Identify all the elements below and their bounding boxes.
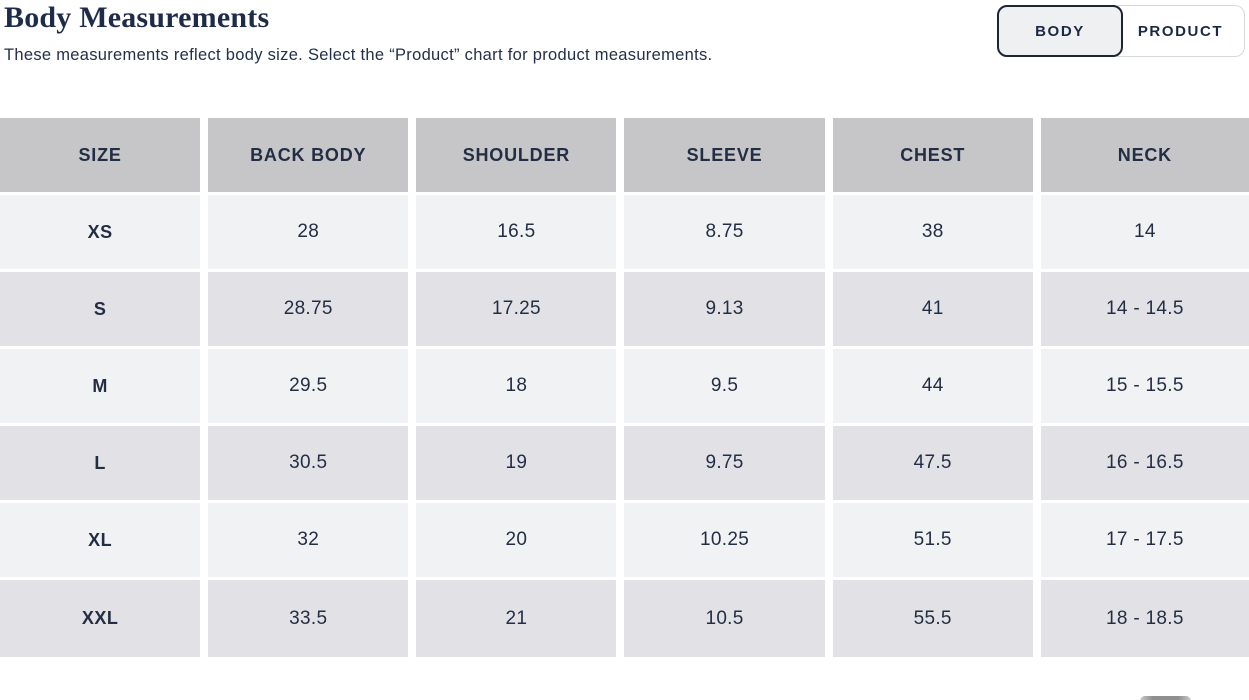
size-label: XL [0,503,209,580]
intro-section: Body Measurements These measurements ref… [0,0,1249,72]
body-toggle-button[interactable]: BODY [997,5,1123,57]
shoulder-value: 18 [416,349,625,426]
sleeve-value: 9.5 [624,349,833,426]
neck-value: 17 - 17.5 [1040,503,1249,580]
page-title: Body Measurements [4,1,270,34]
neck-value: 15 - 15.5 [1040,349,1249,426]
column-header-shoulder: SHOULDER [416,118,625,195]
product-toggle-button[interactable]: PRODUCT [1117,5,1245,57]
sleeve-value: 9.75 [624,426,833,503]
shoulder-value: 19 [416,426,625,503]
sleeve-value: 10.5 [624,580,833,657]
neck-value: 18 - 18.5 [1040,580,1249,657]
table-row-l: L 30.5 19 9.75 47.5 16 - 16.5 [0,426,1249,503]
neck-value: 14 - 14.5 [1040,272,1249,349]
table-header-row: SIZE BACK BODY SHOULDER SLEEVE CHEST NEC… [0,118,1249,195]
table-row-s: S 28.75 17.25 9.13 41 14 - 14.5 [0,272,1249,349]
column-header-size: SIZE [0,118,209,195]
back-body-value: 28 [208,195,417,272]
shoulder-value: 21 [416,580,625,657]
neck-value: 16 - 16.5 [1040,426,1249,503]
sleeve-value: 10.25 [624,503,833,580]
column-header-chest: CHEST [832,118,1041,195]
size-label: L [0,426,209,503]
back-body-value: 28.75 [208,272,417,349]
size-label: XS [0,195,209,272]
column-header-sleeve: SLEEVE [624,118,833,195]
chest-value: 47.5 [832,426,1041,503]
table-row-xxl: XXL 33.5 21 10.5 55.5 18 - 18.5 [0,580,1249,657]
chest-value: 51.5 [832,503,1041,580]
shoulder-value: 20 [416,503,625,580]
column-header-neck: NECK [1040,118,1249,195]
chest-value: 55.5 [832,580,1041,657]
sleeve-value: 8.75 [624,195,833,272]
back-body-value: 29.5 [208,349,417,426]
cutoff-element-below-fold[interactable] [1140,696,1191,700]
chest-value: 44 [832,349,1041,426]
body-measurements-table: SIZE BACK BODY SHOULDER SLEEVE CHEST NEC… [0,118,1249,657]
chest-value: 41 [832,272,1041,349]
size-label: XXL [0,580,209,657]
size-label: M [0,349,209,426]
size-label: S [0,272,209,349]
back-body-value: 32 [208,503,417,580]
chest-value: 38 [832,195,1041,272]
back-body-value: 33.5 [208,580,417,657]
sleeve-value: 9.13 [624,272,833,349]
page-subtitle: These measurements reflect body size. Se… [4,46,713,64]
shoulder-value: 16.5 [416,195,625,272]
table-row-xs: XS 28 16.5 8.75 38 14 [0,195,1249,272]
neck-value: 14 [1040,195,1249,272]
back-body-value: 30.5 [208,426,417,503]
table-row-xl: XL 32 20 10.25 51.5 17 - 17.5 [0,503,1249,580]
chart-type-toggle: BODY PRODUCT [997,5,1245,57]
table-row-m: M 29.5 18 9.5 44 15 - 15.5 [0,349,1249,426]
shoulder-value: 17.25 [416,272,625,349]
column-header-back-body: BACK BODY [208,118,417,195]
